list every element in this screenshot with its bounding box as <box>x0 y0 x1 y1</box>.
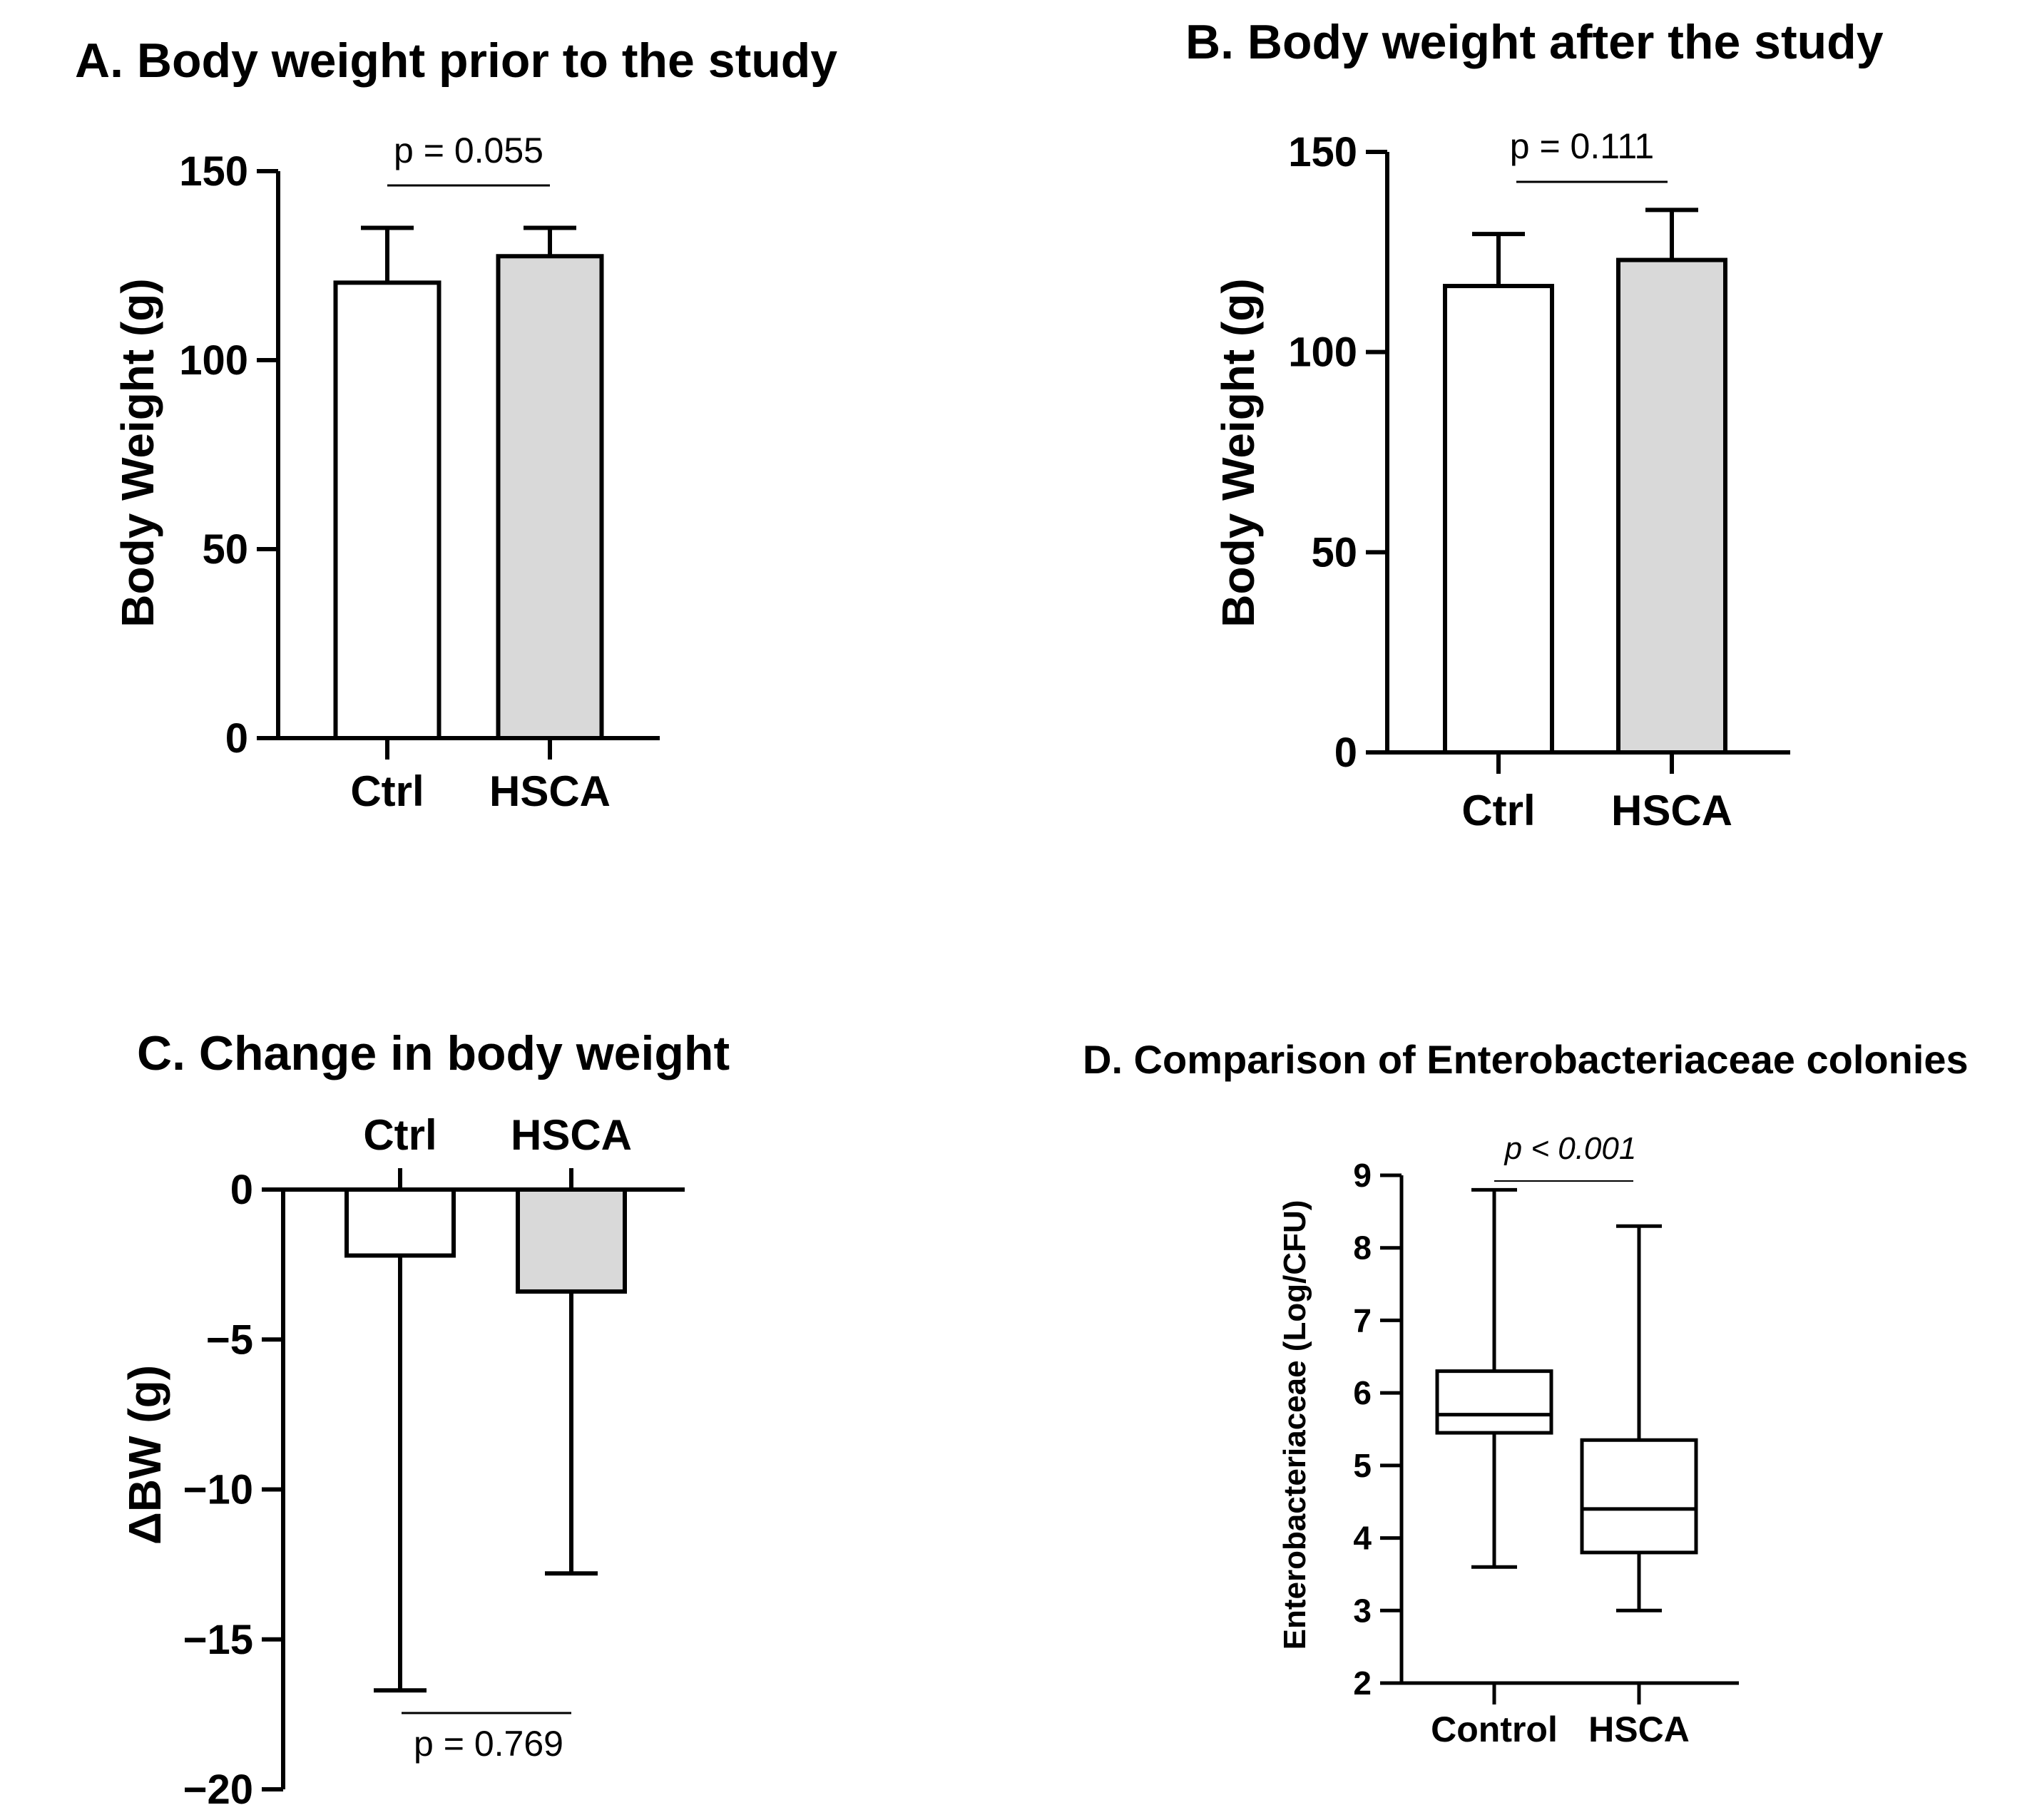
b-y-tick-label: 0 <box>1334 730 1357 776</box>
d-y-tick-label: 8 <box>1353 1229 1372 1267</box>
c-y-tick-label: −5 <box>206 1317 253 1363</box>
panel-c-title: C. Change in body weight <box>137 1026 730 1080</box>
c-bar-hsca <box>516 1187 627 1294</box>
panel-c-plot: 0 −5 −10 −15 −20 Ctrl HSCA <box>183 1111 685 1813</box>
b-category-label: Ctrl <box>1461 787 1535 834</box>
d-y-tick-label: 7 <box>1353 1302 1372 1339</box>
panel-a-title: A. Body weight prior to the study <box>75 34 837 88</box>
panel-c-p-value: p = 0.769 <box>414 1724 563 1764</box>
a-category-label: HSCA <box>489 767 611 815</box>
panel-c-y-axis-label: ΔBW (g) <box>119 1365 170 1545</box>
b-bar-ctrl <box>1443 284 1554 755</box>
c-y-tick-label: 0 <box>230 1167 253 1213</box>
panel-b-p-value: p = 0.111 <box>1510 126 1655 166</box>
panel-b-title: B. Body weight after the study <box>1185 15 1884 69</box>
panel-a: A. Body weight prior to the study Body W… <box>75 34 837 815</box>
c-y-tick-label: −10 <box>183 1467 253 1513</box>
panel-a-y-axis-label: Body Weight (g) <box>112 278 163 627</box>
d-y-tick-label: 3 <box>1353 1592 1372 1629</box>
c-y-tick-label: −15 <box>183 1617 253 1663</box>
b-bar-hsca <box>1616 257 1727 755</box>
panel-a-plot: 0 50 100 150 Ctrl HSCA <box>179 148 660 815</box>
a-bar-hsca <box>496 254 604 740</box>
d-box-hsca-iqr <box>1580 1438 1698 1555</box>
panel-b: B. Body weight after the study Body Weig… <box>1185 15 1884 834</box>
a-y-tick-label: 150 <box>179 148 248 195</box>
d-category-label: Control <box>1431 1709 1558 1749</box>
a-y-tick-label: 100 <box>179 337 248 384</box>
c-y-tick-label: −20 <box>183 1767 253 1813</box>
b-y-tick-label: 50 <box>1311 529 1357 576</box>
a-category-label: Ctrl <box>350 767 424 815</box>
b-y-tick-label: 150 <box>1288 129 1357 175</box>
c-bar-ctrl <box>344 1187 456 1258</box>
panel-c: C. Change in body weight ΔBW (g) 0 −5 −10 −… <box>119 1026 730 1813</box>
panel-b-plot: 0 50 100 150 Ctrl HSCA <box>1288 129 1790 834</box>
a-y-tick-label: 0 <box>225 715 248 762</box>
c-category-label: Ctrl <box>363 1111 436 1159</box>
a-y-tick-label: 50 <box>202 526 248 573</box>
panel-d: D. Comparison of Enterobacteriaceae colo… <box>1083 1037 1969 1749</box>
a-bar-ctrl <box>333 280 441 741</box>
panel-d-title: D. Comparison of Enterobacteriaceae colo… <box>1083 1037 1969 1082</box>
d-y-tick-label: 9 <box>1353 1157 1372 1194</box>
panel-b-y-axis-label: Body Weight (g) <box>1212 278 1264 627</box>
panel-a-p-value: p = 0.055 <box>394 131 543 170</box>
d-y-tick-label: 6 <box>1353 1374 1372 1411</box>
d-y-tick-label: 2 <box>1353 1665 1372 1702</box>
panel-d-y-axis-label: Enterobacteriaceae (Log/CFU) <box>1277 1200 1312 1650</box>
c-category-label: HSCA <box>511 1111 632 1159</box>
d-y-tick-label: 4 <box>1353 1520 1372 1557</box>
b-category-label: HSCA <box>1611 787 1732 834</box>
d-box-control-iqr <box>1435 1369 1553 1435</box>
d-category-label: HSCA <box>1588 1709 1690 1749</box>
panel-d-p-value: p < 0.001 <box>1504 1131 1637 1166</box>
b-y-tick-label: 100 <box>1288 329 1357 376</box>
panel-d-plot: 2 3 4 5 6 7 8 9 Control HSCA <box>1353 1157 1739 1749</box>
d-y-tick-label: 5 <box>1353 1447 1372 1484</box>
